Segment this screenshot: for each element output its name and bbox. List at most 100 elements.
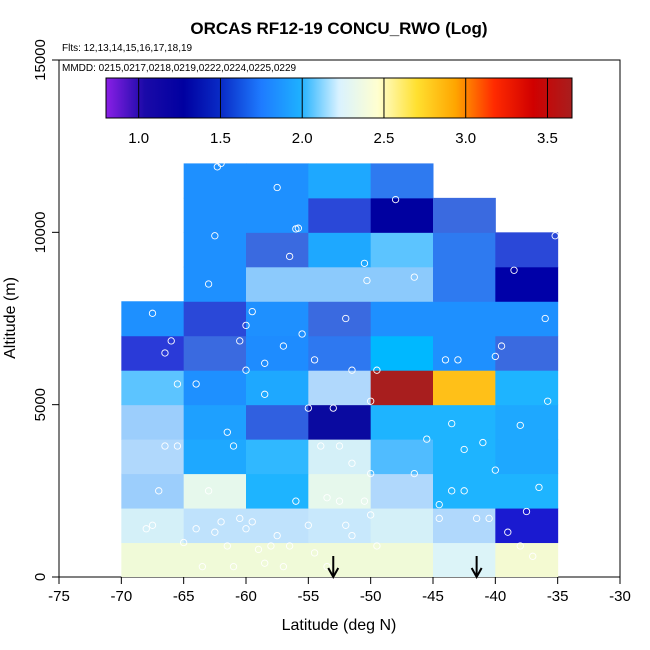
heatmap-cell — [433, 439, 496, 475]
sample-point — [516, 421, 524, 429]
sample-point — [529, 552, 537, 560]
heatmap-cell — [495, 542, 559, 577]
sample-point — [248, 307, 256, 316]
sample-point — [267, 542, 275, 550]
x-tick-label: -35 — [547, 588, 569, 605]
sample-point — [310, 549, 319, 557]
heatmap-cell — [308, 508, 372, 544]
sample-point — [229, 442, 238, 450]
x-tick-label: -70 — [110, 588, 132, 605]
sample-point — [148, 309, 157, 317]
sample-point — [541, 314, 549, 323]
heatmap-cell — [370, 439, 434, 475]
heatmap-cell — [121, 404, 185, 440]
sample-point — [279, 563, 288, 571]
colorbar-tick-label: 2.0 — [292, 130, 313, 147]
sample-point — [367, 511, 375, 519]
flights-subtitle: Flts: 12,13,14,15,16,17,18,19 — [62, 43, 193, 54]
heatmap-cell — [121, 301, 185, 337]
sample-point — [192, 380, 200, 388]
heatmap-cell — [308, 473, 372, 509]
heatmap-cell — [433, 232, 496, 268]
colorbar-tick-label: 1.5 — [210, 130, 231, 147]
x-tick-label: -50 — [360, 588, 382, 605]
heatmap-cell — [308, 301, 372, 337]
sample-point — [367, 397, 375, 405]
x-tick-label: -75 — [48, 588, 70, 605]
sample-point — [448, 419, 456, 428]
heatmap-cell — [246, 439, 309, 475]
sample-point — [373, 366, 381, 374]
chart-title: ORCAS RF12-19 CONCU_RWO (Log) — [190, 19, 487, 38]
sample-point — [516, 542, 524, 550]
heatmap-cell — [183, 197, 247, 233]
heatmap-cell — [246, 301, 309, 337]
sample-point — [161, 442, 169, 450]
sample-point — [435, 514, 443, 523]
heatmap-cell — [495, 508, 559, 544]
sample-point — [242, 366, 250, 374]
sample-point — [504, 528, 512, 536]
heatmap-cell — [183, 301, 247, 337]
arrow-marker-head — [327, 567, 340, 580]
sample-point — [497, 342, 506, 350]
sample-point — [285, 542, 294, 550]
sample-point — [142, 525, 150, 533]
heatmap-cell — [495, 301, 559, 337]
sample-point — [236, 514, 244, 523]
sample-point — [535, 483, 543, 492]
sample-point — [242, 321, 250, 330]
heatmap-cell — [246, 266, 309, 302]
sample-point — [363, 276, 371, 285]
heatmap-cell — [121, 473, 185, 509]
heatmap-cell — [370, 542, 434, 577]
sample-point — [198, 563, 207, 571]
sample-point — [360, 259, 369, 268]
x-tick-label: -55 — [297, 588, 319, 605]
heatmap-cell — [121, 370, 185, 406]
sample-point — [254, 545, 263, 554]
heatmap-cell — [433, 542, 496, 577]
sample-point — [360, 497, 369, 505]
sample-point — [173, 442, 182, 450]
sample-point — [454, 356, 462, 364]
colorbar-tick-label: 1.0 — [128, 130, 149, 147]
heatmap-cell — [370, 232, 434, 268]
sample-point — [491, 352, 499, 361]
heatmap-cell — [495, 404, 559, 440]
arrow-marker-head — [470, 567, 483, 580]
sample-point — [279, 342, 288, 350]
heatmap-cell — [433, 197, 496, 233]
heatmap-cell — [121, 508, 185, 544]
sample-point — [223, 428, 231, 436]
x-tick-label: -60 — [235, 588, 257, 605]
x-tick-label: -30 — [609, 588, 631, 605]
heatmap-cell — [246, 404, 309, 440]
sample-point — [167, 337, 175, 345]
heatmap-cell — [246, 335, 309, 371]
sample-point — [472, 514, 481, 523]
sample-point — [329, 404, 337, 412]
sample-point — [217, 159, 225, 168]
x-axis-label: Latitude (deg N) — [282, 617, 397, 634]
heatmap-cell — [183, 404, 247, 440]
colorbar-tick-label: 3.5 — [537, 130, 558, 147]
sample-point — [551, 232, 559, 240]
sample-point — [448, 487, 456, 495]
sample-point — [229, 563, 238, 571]
sample-point — [211, 528, 219, 536]
heatmap-cell — [183, 542, 247, 577]
heatmap-cell — [370, 197, 434, 233]
heatmap-cell — [433, 301, 496, 337]
y-axis-label: Altitude (m) — [2, 277, 19, 359]
heatmap-cell — [370, 404, 434, 440]
heatmap-cell — [183, 232, 247, 268]
heatmap-cell — [308, 232, 372, 268]
sample-point — [335, 442, 344, 450]
heatmap-cell — [246, 232, 309, 268]
heatmap-cell — [246, 473, 309, 509]
heatmap-cell — [433, 473, 496, 509]
sample-point — [423, 435, 431, 443]
dates-subtitle: MMDD: 0215,0217,0218,0219,0222,0224,0225… — [62, 63, 297, 74]
